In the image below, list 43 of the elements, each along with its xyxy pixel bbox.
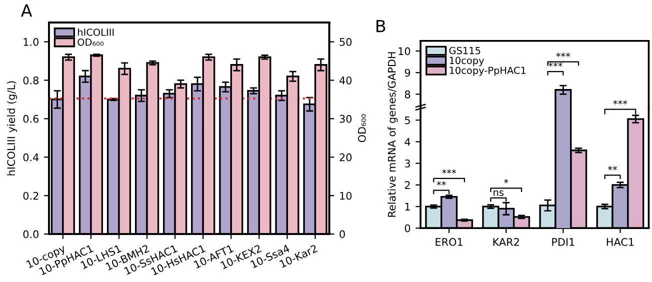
legend-label: hICOLIII: [78, 28, 114, 36]
annotation: ***: [556, 52, 570, 58]
y-tick-label: 3: [404, 160, 410, 168]
legend-label: 10copy: [450, 56, 484, 66]
y-tick-label: 10: [398, 47, 410, 56]
text: A: [20, 4, 32, 17]
y-tick-label: 9: [404, 68, 410, 77]
y-tick-label: 0.4: [23, 153, 39, 162]
y2-tick-label: 40: [339, 76, 352, 84]
y-tick-label: 0.6: [23, 114, 39, 123]
y2-tick-label: 20: [340, 153, 352, 162]
y-tick-label: 0.2: [23, 192, 38, 200]
y-tick-label: 1.0: [24, 38, 38, 46]
y-tick-label: 0.0: [23, 230, 38, 238]
y2-tick-label: 30: [340, 114, 352, 123]
y-tick-label: 1: [405, 202, 410, 210]
annotation: ***: [548, 62, 562, 67]
legend-label: 10copy-PpHAC1: [450, 66, 526, 76]
legend-label: GS115: [449, 46, 480, 54]
y2-axis-title: OD₆₀₀: [358, 114, 366, 142]
annotation: ***: [442, 169, 456, 174]
y-tick-label: 8: [404, 90, 410, 98]
y2-tick-label: 10: [340, 192, 352, 200]
y-tick-label: 0.8: [23, 76, 38, 84]
y2-tick-label: 0: [340, 230, 345, 238]
x-tick-label: KAR2: [493, 238, 519, 246]
x-tick-label: ERO1: [436, 238, 462, 246]
annotation: ***: [613, 100, 628, 105]
y-tick-label: 0: [404, 224, 410, 232]
y-axis-title: hICOLIII yield (g/L): [6, 81, 18, 176]
x-tick-label: HAC1: [606, 238, 634, 246]
annotation: **: [436, 181, 446, 186]
y2-tick-label: 50: [340, 38, 352, 46]
x-tick-label: PDI1: [552, 238, 574, 246]
text: B: [376, 20, 386, 32]
y-tick-label: 4: [404, 138, 410, 146]
y-tick-label: 2: [404, 181, 410, 189]
annotation: ns: [494, 190, 504, 196]
y-axis-title: Relative mRNA of genes/GAPDH: [388, 52, 398, 217]
legend-label: OD₆₀₀: [78, 38, 104, 46]
annotation: **: [608, 166, 618, 170]
y-tick-label: 5: [404, 116, 410, 124]
annotation: *: [504, 178, 508, 184]
